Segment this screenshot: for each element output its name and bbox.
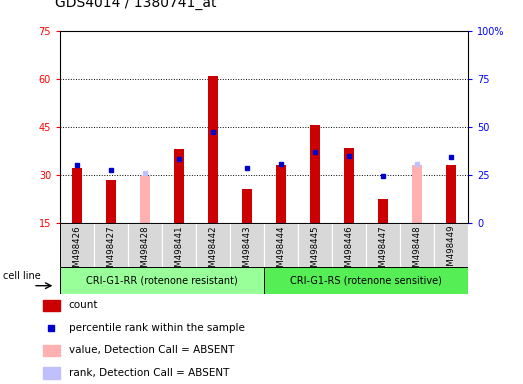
Text: GSM498443: GSM498443 — [243, 225, 252, 278]
Bar — [413, 165, 422, 223]
Text: GSM498449: GSM498449 — [447, 225, 456, 277]
Bar — [400, 223, 434, 267]
Text: GSM498444: GSM498444 — [277, 225, 286, 278]
Text: GSM498441: GSM498441 — [175, 225, 184, 278]
Bar — [175, 149, 184, 223]
Bar — [311, 125, 320, 223]
Bar — [94, 223, 128, 267]
Text: GDS4014 / 1380741_at: GDS4014 / 1380741_at — [55, 0, 217, 10]
Bar — [60, 223, 94, 267]
Bar — [366, 223, 400, 267]
Text: CRI-G1-RR (rotenone resistant): CRI-G1-RR (rotenone resistant) — [86, 275, 238, 285]
Text: GSM498445: GSM498445 — [311, 225, 320, 278]
Bar — [230, 223, 264, 267]
Text: GSM498447: GSM498447 — [379, 225, 388, 278]
Bar — [107, 180, 116, 223]
Text: rank, Detection Call = ABSENT: rank, Detection Call = ABSENT — [69, 368, 229, 378]
Bar — [264, 223, 298, 267]
Bar — [43, 345, 60, 356]
Bar — [128, 223, 162, 267]
Bar — [73, 168, 82, 223]
Text: percentile rank within the sample: percentile rank within the sample — [69, 323, 245, 333]
Bar — [345, 147, 354, 223]
Text: GSM498428: GSM498428 — [141, 225, 150, 278]
Text: CRI-G1-RS (rotenone sensitive): CRI-G1-RS (rotenone sensitive) — [290, 275, 442, 285]
Text: GSM498426: GSM498426 — [73, 225, 82, 278]
Bar — [162, 223, 196, 267]
Bar — [60, 267, 264, 294]
Bar — [332, 223, 366, 267]
Text: GSM498427: GSM498427 — [107, 225, 116, 278]
Text: value, Detection Call = ABSENT: value, Detection Call = ABSENT — [69, 345, 234, 355]
Bar — [434, 223, 468, 267]
Bar — [447, 165, 456, 223]
Text: count: count — [69, 300, 98, 310]
Text: cell line: cell line — [3, 271, 41, 281]
Bar — [264, 267, 468, 294]
Bar — [196, 223, 230, 267]
Text: GSM498448: GSM498448 — [413, 225, 422, 278]
Bar — [243, 189, 252, 223]
Bar — [209, 76, 218, 223]
Text: GSM498446: GSM498446 — [345, 225, 354, 278]
Bar — [379, 199, 388, 223]
Bar — [43, 300, 60, 311]
Bar — [277, 165, 286, 223]
Bar — [141, 176, 150, 223]
Bar — [298, 223, 332, 267]
Text: GSM498442: GSM498442 — [209, 225, 218, 278]
Bar — [43, 367, 60, 379]
